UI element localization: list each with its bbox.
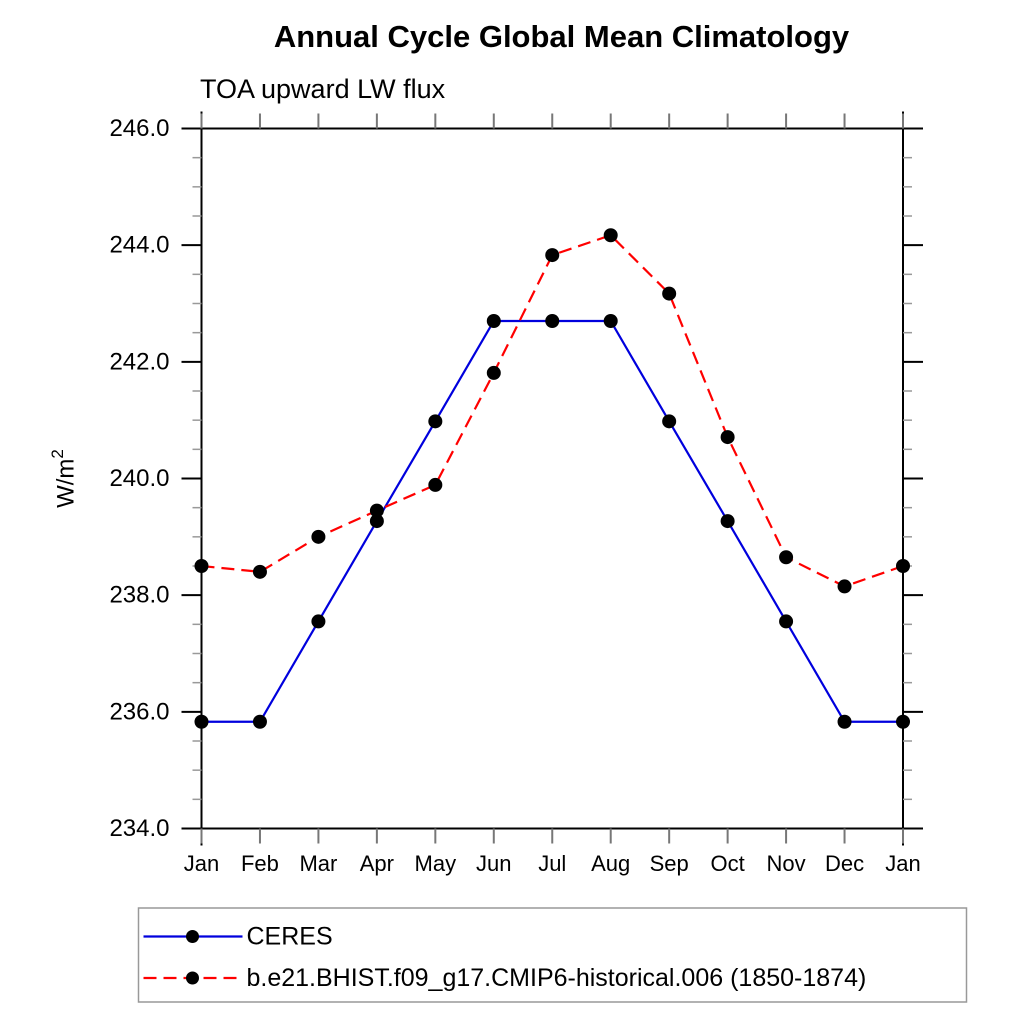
data-point-marker — [662, 414, 677, 429]
x-tick-label: Feb — [241, 851, 279, 876]
x-tick-label: Nov — [767, 851, 806, 876]
data-point-marker — [603, 314, 618, 328]
x-tick-label: Mar — [299, 851, 337, 876]
x-tick-label: Oct — [711, 851, 745, 876]
data-point-marker — [486, 314, 501, 328]
legend-marker — [186, 930, 199, 943]
x-tick-label: Dec — [825, 851, 864, 876]
x-tick-label: Apr — [360, 851, 394, 876]
data-point-marker — [428, 477, 443, 492]
chart-subtitle: TOA upward LW flux — [200, 74, 446, 104]
data-point-marker — [252, 564, 267, 579]
data-point-marker — [603, 228, 618, 243]
data-point-marker — [311, 614, 326, 629]
chart-title: Annual Cycle Global Mean Climatology — [273, 19, 850, 54]
data-point-marker — [369, 514, 384, 529]
data-point-marker — [369, 503, 384, 518]
data-point-marker — [486, 365, 501, 380]
y-tick-label: 234.0 — [109, 815, 169, 842]
y-tick-label: 238.0 — [109, 582, 169, 609]
data-point-marker — [545, 248, 560, 263]
data-point-marker — [311, 529, 326, 544]
data-point-marker — [428, 414, 443, 429]
data-point-marker — [662, 286, 677, 301]
data-point-marker — [194, 714, 209, 729]
data-point-marker — [545, 314, 560, 328]
x-tick-label: May — [415, 851, 457, 876]
legend-label: CERES — [247, 923, 333, 951]
series-line-1 — [201, 233, 904, 588]
y-tick-label: 242.0 — [109, 348, 169, 375]
x-tick-label: Jun — [476, 851, 511, 876]
data-point-marker — [779, 614, 794, 629]
y-tick-label: 244.0 — [109, 232, 169, 259]
data-point-marker — [896, 559, 910, 573]
data-point-marker — [720, 514, 735, 529]
x-tick-label: Aug — [591, 851, 630, 876]
legend-marker — [186, 971, 199, 985]
y-axis-title-superscript: 2 — [48, 449, 67, 458]
data-point-marker — [837, 579, 852, 594]
y-axis-title: W/m2 — [48, 449, 80, 508]
y-tick-label: 246.0 — [109, 115, 169, 142]
x-tick-label: Jan — [184, 851, 219, 876]
y-tick-label: 236.0 — [109, 698, 169, 725]
data-point-marker — [837, 714, 852, 729]
x-tick-label: Sep — [650, 851, 689, 876]
data-point-marker — [896, 714, 910, 729]
x-tick-label: Jan — [885, 851, 920, 876]
x-tick-label: Jul — [538, 851, 566, 876]
legend-box — [137, 907, 968, 1003]
y-tick-label: 240.0 — [109, 465, 169, 492]
data-point-marker — [720, 430, 735, 445]
series-line-0 — [201, 319, 903, 723]
data-point-marker — [194, 559, 209, 573]
data-point-marker — [779, 550, 794, 565]
data-point-marker — [252, 714, 267, 729]
legend-label: b.e21.BHIST.f09_g17.CMIP6-historical.006… — [247, 964, 867, 992]
